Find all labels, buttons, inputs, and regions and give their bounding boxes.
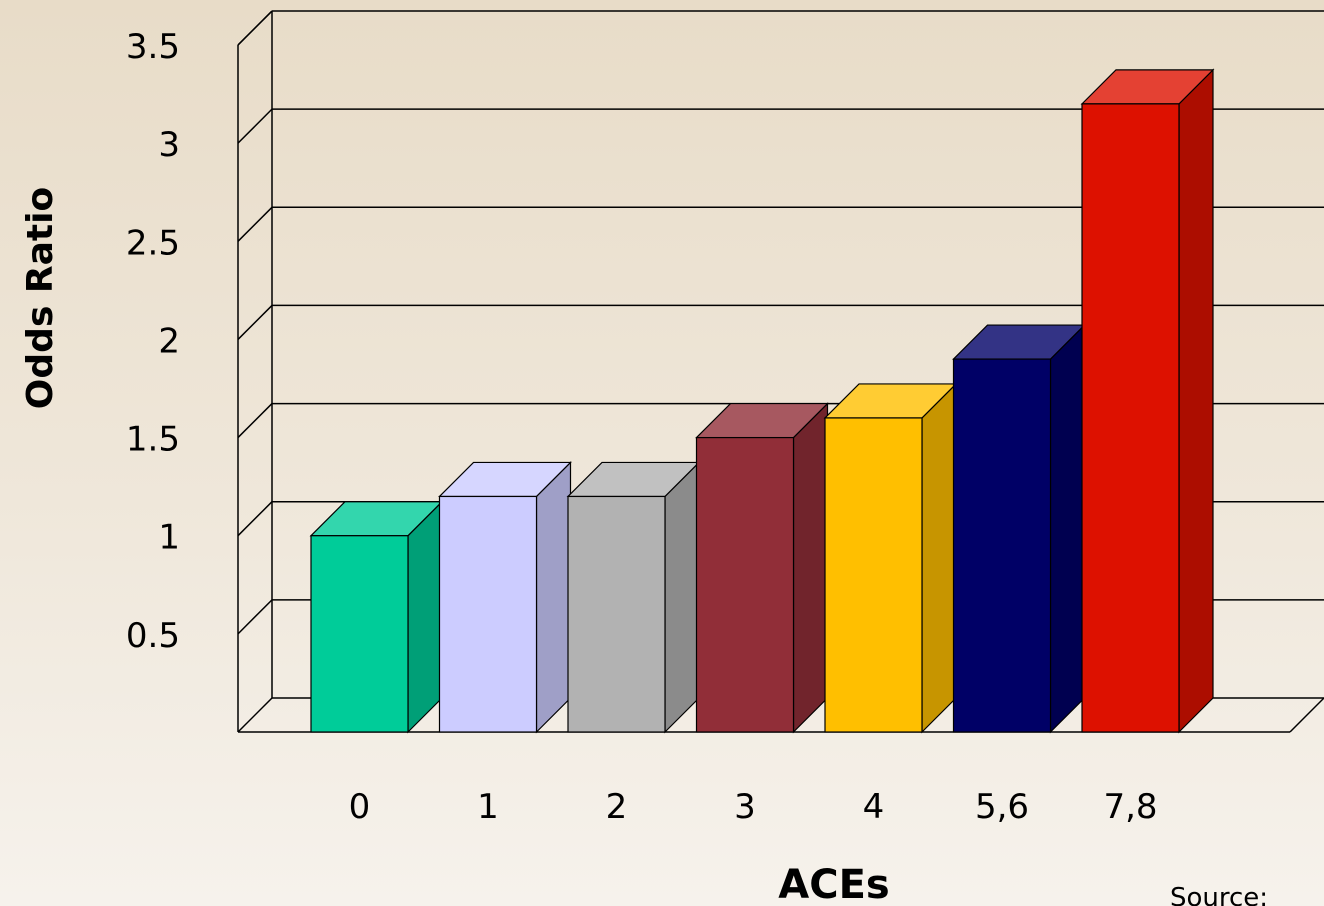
bar-front: [952, 358, 1052, 733]
wall-gridline: [237, 403, 273, 439]
wall-gridline: [237, 697, 273, 733]
bar-front: [567, 495, 666, 733]
source-label: Source:: [1170, 883, 1268, 906]
y-tick-label: 2: [158, 321, 180, 361]
wall-gridline: [237, 206, 273, 242]
bar-4: [823, 382, 958, 734]
wall-gridline: [237, 108, 273, 144]
bar-side: [921, 382, 957, 734]
x-tick-label: 4: [863, 787, 885, 827]
y-tick-label: 1.5: [126, 420, 180, 460]
bar-1: [438, 461, 572, 734]
bar-0: [309, 500, 444, 734]
wall-gridline: [237, 599, 273, 635]
bar-front: [438, 495, 538, 733]
x-tick-label: 5,6: [975, 787, 1029, 827]
x-tick-label: 7,8: [1103, 787, 1157, 827]
x-tick-label: 1: [477, 787, 499, 827]
bar-front: [1081, 103, 1180, 733]
bar-7,8: [1080, 68, 1215, 734]
y-tick-label: 2.5: [126, 223, 180, 263]
y-tick-label: 3.5: [126, 27, 180, 67]
y-tick-label: 3: [158, 125, 180, 165]
bar-side: [664, 461, 700, 734]
bar-front: [310, 535, 409, 733]
chart-bars: [309, 68, 1215, 734]
bar-side: [1178, 68, 1214, 734]
x-tick-label: 2: [606, 787, 628, 827]
bar-side: [792, 402, 829, 734]
wall-top-edge: [237, 10, 273, 46]
bar-2: [566, 461, 701, 734]
bar-front: [695, 436, 795, 733]
bar-front: [824, 417, 923, 733]
y-axis-label: Odds Ratio: [20, 187, 61, 409]
y-tick-labels: 0.5 1 1.5 2 2.5 3 3.5: [126, 27, 180, 656]
y-tick-label: 0.5: [126, 616, 180, 656]
x-tick-labels: 0 1 2 3 4 5,6 7,8: [349, 787, 1158, 827]
bar-side: [1049, 323, 1086, 734]
bar-side: [535, 461, 572, 734]
bar-side: [407, 500, 443, 734]
y-tick-label: 1: [158, 518, 180, 558]
wall-gridline: [237, 501, 273, 537]
wall-gridline: [237, 304, 273, 340]
floor-right-edge: [1289, 697, 1324, 733]
x-tick-label: 0: [349, 787, 371, 827]
x-tick-label: 3: [734, 787, 756, 827]
bar-3: [695, 402, 829, 734]
x-axis-label: ACEs: [778, 862, 889, 906]
bar-5,6: [952, 323, 1086, 734]
